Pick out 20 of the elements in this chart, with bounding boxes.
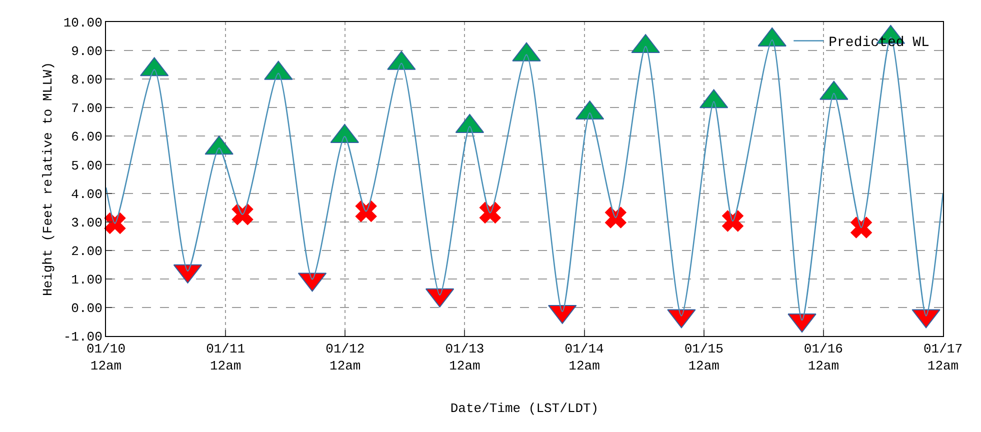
y-tick-label: 4.00: [71, 186, 102, 202]
x-tick-label: 01/17 12am: [923, 342, 963, 374]
y-tick-label: 8.00: [71, 72, 102, 88]
y-tick-label: 9.00: [71, 44, 102, 60]
y-tick-label: 0.00: [71, 301, 102, 316]
y-tick-label: 3.00: [71, 215, 102, 230]
x-tick-label: 01/12 12am: [326, 342, 365, 374]
x-tick-label: 01/15 12am: [684, 342, 724, 374]
x-tick-label: 01/14 12am: [564, 342, 604, 374]
x-tick-label: 01/13 12am: [445, 342, 484, 374]
x-axis-title: Date/Time (LST/LDT): [450, 401, 599, 416]
x-tick-label: 01/16 12am: [804, 342, 843, 374]
y-tick-label: 2.00: [71, 244, 102, 259]
y-axis-title: Height (Feet relative to MLLW): [40, 62, 56, 296]
x-tick-label: 01/11 12am: [206, 342, 246, 374]
y-tick-label: 10.00: [63, 16, 102, 31]
y-tick-label: 1.00: [71, 272, 102, 288]
y-tick-label: 6.00: [71, 130, 102, 145]
y-tick-label: 7.00: [71, 101, 102, 116]
y-tick-label: 5.00: [71, 158, 102, 174]
